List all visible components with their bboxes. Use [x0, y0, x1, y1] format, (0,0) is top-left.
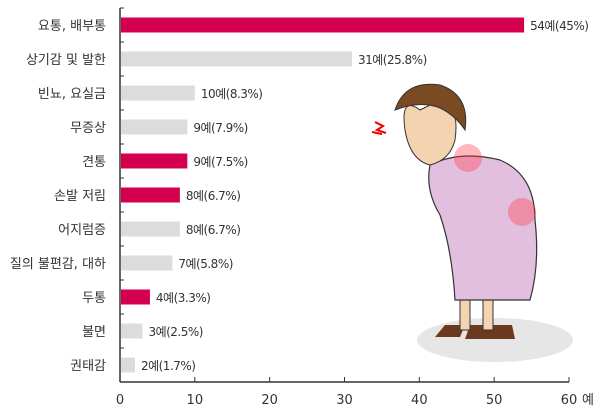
- bar: [121, 357, 135, 373]
- category-label: 불면: [82, 325, 106, 340]
- category-label: 질의 불편감, 대하: [10, 257, 106, 272]
- category-label: 손발 저림: [54, 189, 106, 204]
- category-label: 빈뇨, 요실금: [38, 87, 106, 102]
- bar: [121, 119, 188, 135]
- x-unit-label: 예: [582, 393, 594, 408]
- data-label: 4예(3.3%): [156, 291, 211, 305]
- x-tick-label: 30: [336, 393, 353, 408]
- x-tick-label: 20: [261, 393, 278, 408]
- data-label: 8예(6.7%): [186, 189, 241, 203]
- category-label: 무증상: [70, 121, 106, 136]
- data-label: 54예(45%): [530, 19, 588, 33]
- category-label: 상기감 및 발한: [26, 53, 106, 68]
- bar: [121, 153, 188, 169]
- category-label: 어지럼증: [58, 223, 106, 238]
- bar: [121, 255, 173, 271]
- category-label: 권태감: [70, 359, 106, 374]
- bar: [121, 17, 525, 33]
- data-label: 2예(1.7%): [141, 359, 196, 373]
- woman-back-pain-illustration: [371, 83, 573, 362]
- bar: [121, 187, 180, 203]
- category-label: 두통: [82, 291, 106, 306]
- data-label: 8예(6.7%): [186, 223, 241, 237]
- x-tick-label: 50: [486, 393, 503, 408]
- x-tick-label: 40: [411, 393, 428, 408]
- bar: [121, 85, 195, 101]
- bar: [121, 289, 150, 305]
- bar: [121, 323, 143, 339]
- x-tick-label: 10: [187, 393, 204, 408]
- x-tick-label: 60: [561, 393, 578, 408]
- category-label: 견통: [82, 155, 106, 170]
- bar: [121, 51, 352, 67]
- x-tick-label: 0: [116, 393, 124, 408]
- data-label: 9예(7.9%): [193, 121, 248, 135]
- data-label: 10예(8.3%): [201, 87, 263, 101]
- data-label: 31예(25.8%): [358, 53, 427, 67]
- category-label: 요통, 배부통: [38, 19, 106, 34]
- bar: [121, 221, 180, 237]
- data-label: 9예(7.5%): [193, 155, 248, 169]
- data-label: 7예(5.8%): [178, 257, 233, 271]
- data-label: 3예(2.5%): [148, 325, 203, 339]
